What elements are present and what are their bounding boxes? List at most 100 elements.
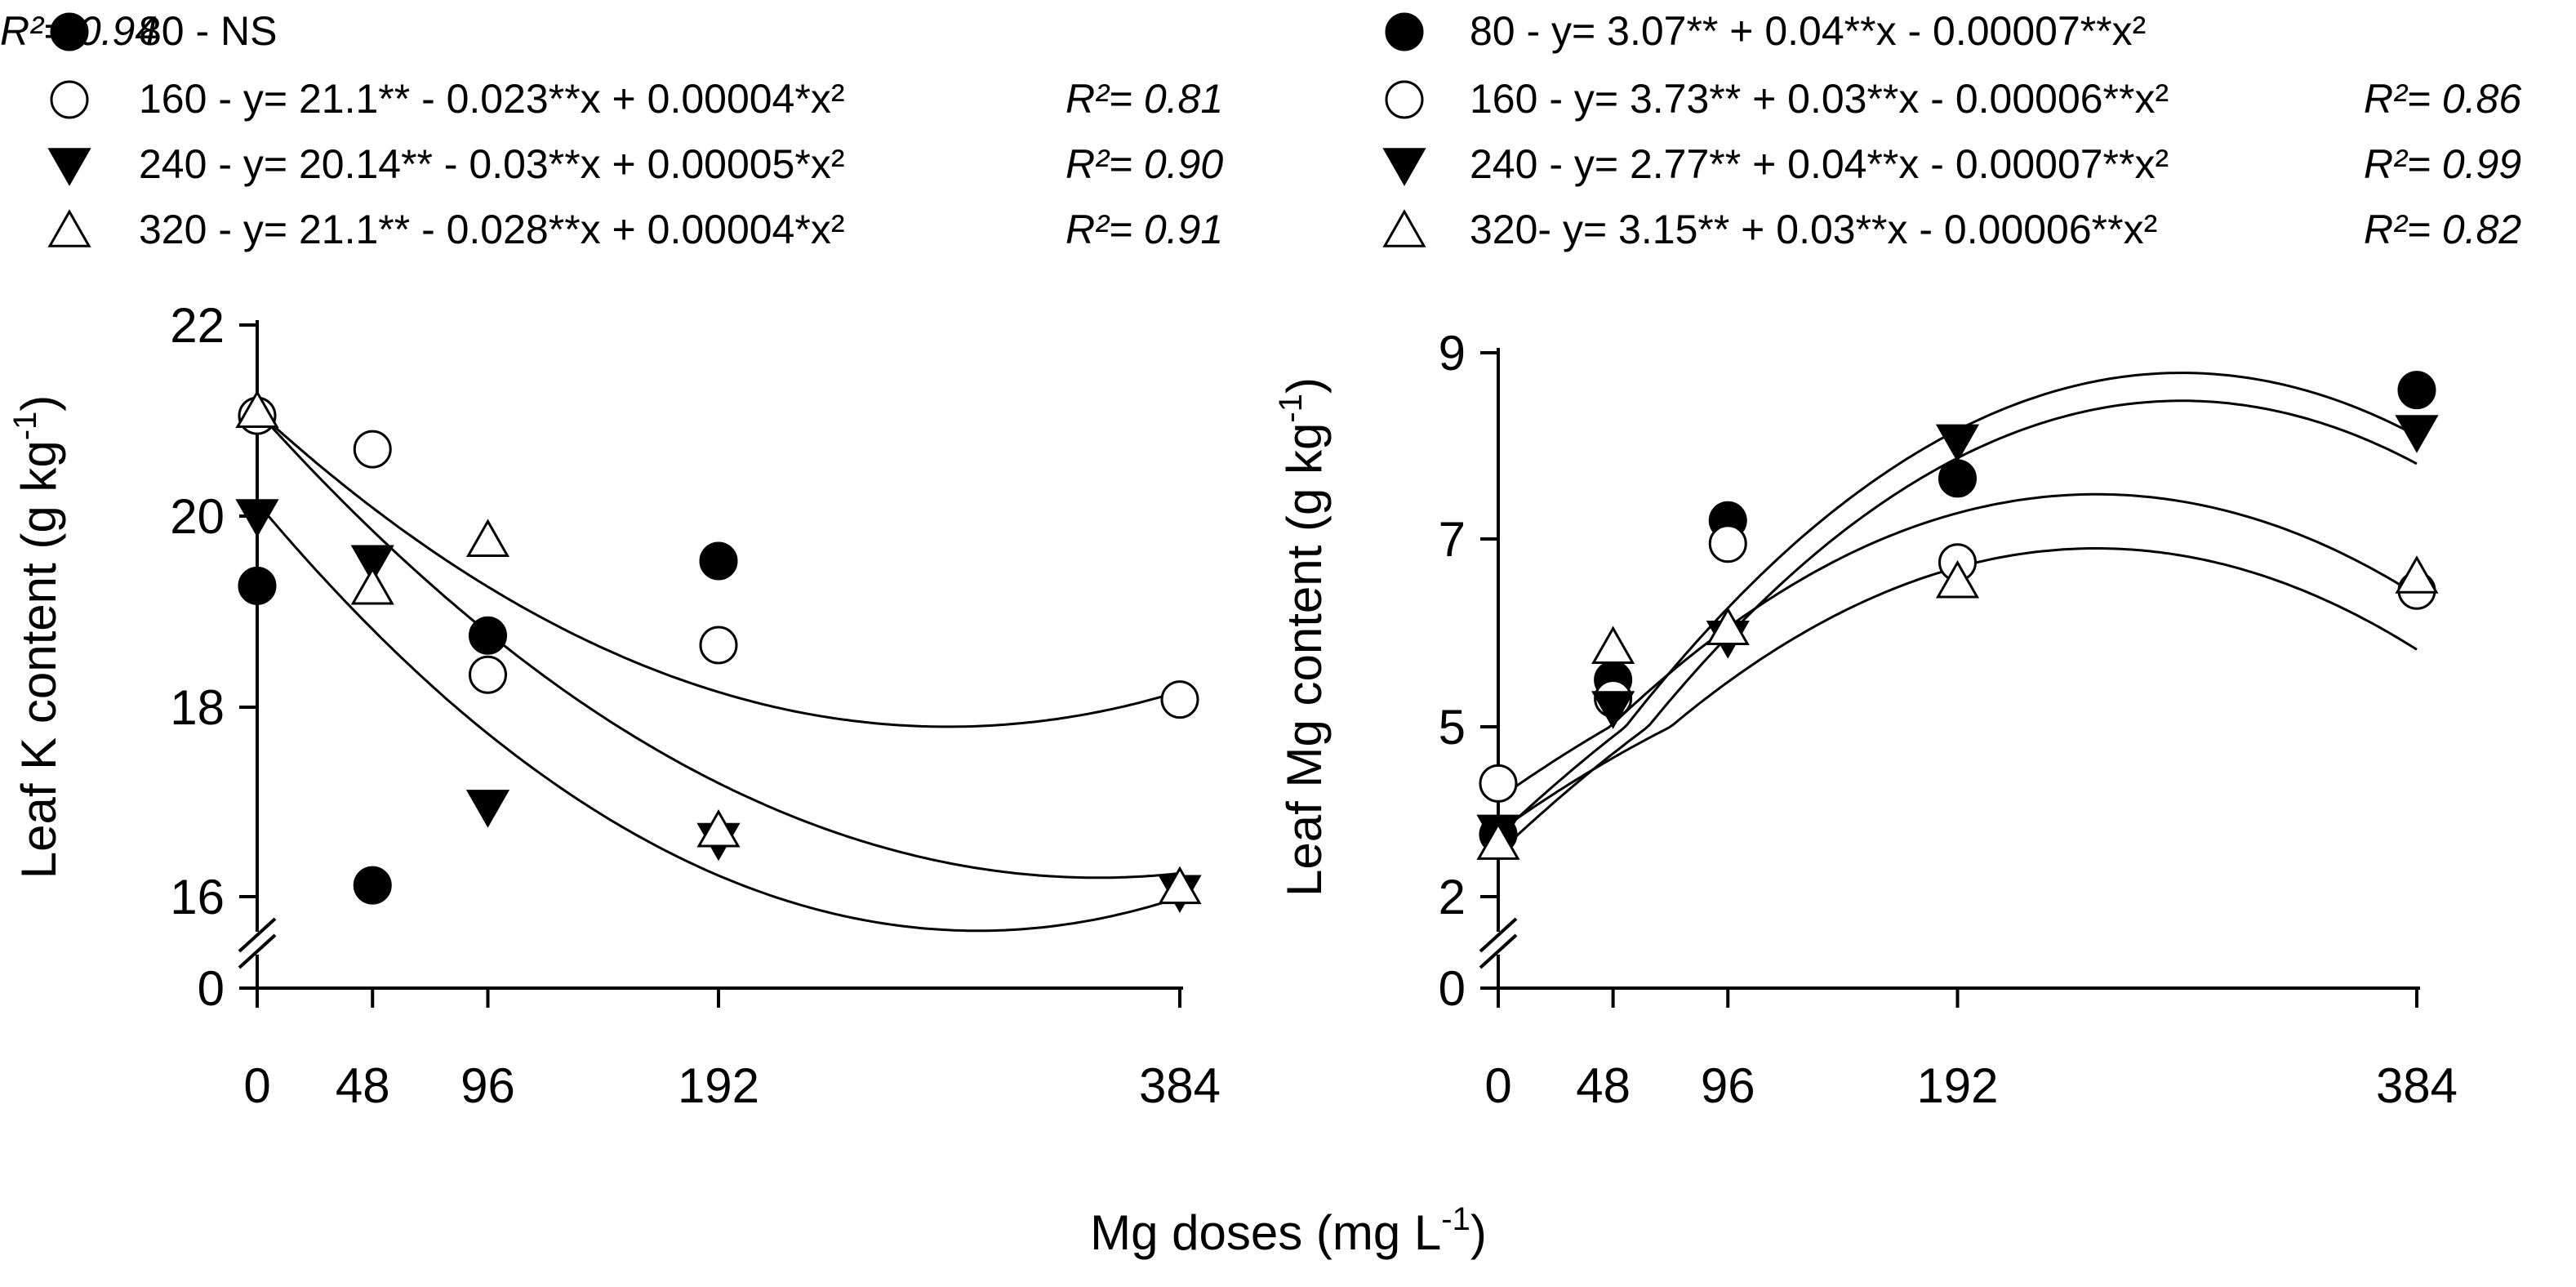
legend-marker-160 (1385, 80, 1424, 119)
y-axis-title-main: Leaf K content (g kg (11, 440, 66, 879)
legend-entry-80: 80 - NS (50, 8, 278, 54)
axis-break-mark (1479, 917, 1518, 953)
axis-break-mark (238, 933, 277, 969)
x-tick-label: 48 (1576, 1058, 1631, 1113)
data-point-160 (1708, 524, 1747, 563)
fit-curve-320 (256, 410, 1181, 880)
left-panel-leaf-k: 80 - NS 160 - y= 21.1** - 0.023**x + 0.00… (7, 8, 1223, 1113)
legend-label-320: 320 - y= 21.1** - 0.028**x + 0.00004*x² (139, 207, 844, 252)
x-axis-title: Mg doses (mg L-1) (1090, 1201, 1487, 1260)
legend-r2-320: R²= 0.91 (1066, 207, 1223, 252)
axis-break-mark (238, 917, 277, 953)
legend-r2-160: R²= 0.86 (2364, 76, 2521, 122)
legend-label-80: 80 - y= 3.07** + 0.04**x - 0.00007**x² (1470, 8, 2146, 54)
legend-marker-160 (50, 80, 89, 119)
data-point-240 (1591, 691, 1635, 729)
y-axis-title-main: Leaf Mg content (g kg (1277, 423, 1332, 897)
y-tick-label: 22 (170, 298, 225, 353)
legend-entry-320: 320 - y= 21.1** - 0.028**x + 0.00004*x² R… (47, 207, 1223, 252)
legend-entry-160: 160 - y= 21.1** - 0.023**x + 0.00004*x² R… (50, 76, 1223, 122)
y-tick-label: 20 (170, 489, 225, 544)
legend-marker-240 (47, 148, 91, 186)
data-point-80 (699, 541, 738, 581)
legend-marker-320 (1382, 209, 1426, 247)
data-point-160 (1479, 764, 1518, 803)
legend-entry-240: 240 - y= 20.14** - 0.03**x + 0.00005*x² R… (47, 141, 1223, 187)
x-tick-label: 0 (243, 1058, 270, 1113)
data-point-320 (350, 566, 394, 605)
legend-entry-320: 320- y= 3.15** + 0.03**x - 0.00006**x² R²… (1382, 207, 2521, 252)
data-point-80 (353, 866, 392, 905)
data-point-80 (1938, 459, 1977, 498)
legend-r2-80: R²= 0.94 (0, 8, 158, 54)
axes: 2 5 7 9 00 48 96 192 384 (1439, 326, 2458, 1113)
y-axis-title-end: ) (1277, 377, 1332, 394)
x-tick-label: 384 (1139, 1058, 1221, 1113)
data-point-320 (235, 390, 279, 428)
data-point-320 (1158, 866, 1202, 905)
axis-break-mark (1479, 933, 1518, 969)
data-point-240 (350, 545, 394, 583)
legend-marker-80 (1385, 12, 1424, 51)
y-tick-label: 18 (170, 680, 225, 735)
data-point-320 (2395, 555, 2439, 594)
data-point-320 (696, 808, 741, 848)
y-tick-label: 7 (1439, 512, 1466, 567)
data-point-240 (2395, 415, 2439, 453)
data-point-160 (469, 655, 507, 694)
series-320 (1476, 555, 2439, 860)
data-point-240 (235, 499, 279, 537)
fit-curve-160 (1497, 492, 2418, 800)
y-tick-label: 2 (1439, 870, 1466, 924)
data-point-240 (1935, 424, 1980, 463)
y-tick-label: 16 (170, 870, 225, 924)
x-axis-title-superscript: -1 (1441, 1201, 1470, 1237)
legend-label-160: 160 - y= 3.73** + 0.03**x - 0.00006**x² (1470, 76, 2169, 122)
x-tick-label: 192 (1916, 1058, 1998, 1113)
fit-curve-160 (256, 410, 1181, 728)
data-point-320 (1591, 626, 1635, 664)
y-tick-label: 9 (1439, 326, 1466, 381)
y-axis-title: Leaf K content (g kg-1) (7, 395, 66, 880)
y-axis-title: Leaf Mg content (g kg-1) (1273, 377, 1332, 897)
y-tick-label: 5 (1439, 700, 1466, 755)
data-point-320 (1476, 822, 1520, 860)
legend-label-240: 240 - y= 2.77** + 0.04**x - 0.00007**x² (1470, 141, 2169, 187)
data-point-160 (699, 626, 738, 665)
legend-label-160: 160 - y= 21.1** - 0.023**x + 0.00004*x² (139, 76, 844, 122)
legend-r2-160: R²= 0.81 (1066, 76, 1223, 122)
series-320 (235, 390, 1202, 905)
legend-entry-160: 160 - y= 3.73** + 0.03**x - 0.00006**x² R… (1385, 76, 2521, 122)
data-point-240 (465, 790, 510, 828)
fit-curve-240 (256, 501, 1181, 933)
x-tick-label: 96 (460, 1058, 515, 1113)
x-tick-label: 0 (1484, 1058, 1511, 1113)
data-point-80 (469, 616, 507, 655)
y-axis-title-superscript: -1 (7, 412, 43, 441)
x-tick-label: 48 (336, 1058, 390, 1113)
legend-r2-240: R²= 0.99 (2364, 141, 2521, 187)
x-axis-title-end: ) (1470, 1205, 1487, 1260)
legend-entry-240: 240 - y= 2.77** + 0.04**x - 0.00007**x² R… (1382, 141, 2521, 187)
data-point-160 (353, 430, 392, 469)
series-80 (238, 541, 738, 905)
legend-label-320: 320- y= 3.15** + 0.03**x - 0.00006**x² (1470, 207, 2157, 252)
legend-marker-320 (47, 209, 91, 247)
data-point-320 (1706, 607, 1750, 645)
y-tick-label-zero: 0 (1439, 961, 1466, 1016)
legend-r2-240: R²= 0.90 (1066, 141, 1223, 187)
legend-label-240: 240 - y= 20.14** - 0.03**x + 0.00005*x² (139, 141, 844, 187)
x-tick-label: 96 (1701, 1058, 1755, 1113)
y-axis-title-superscript: -1 (1273, 394, 1309, 423)
x-tick-label: 384 (2376, 1058, 2458, 1113)
right-panel-leaf-mg: 80 - y= 3.07** + 0.04**x - 0.00007**x² R²… (0, 8, 2521, 1113)
y-axis-title-end: ) (11, 395, 66, 412)
legend-r2-320: R²= 0.82 (2364, 207, 2521, 252)
data-point-320 (465, 519, 510, 557)
x-tick-label: 192 (678, 1058, 759, 1113)
axes: 16 18 20 22 00 48 96 192 384 (170, 298, 1221, 1113)
legend-label-80: 80 - NS (139, 8, 278, 54)
data-point-80 (2397, 371, 2436, 410)
x-axis-title-main: Mg doses (mg L (1090, 1205, 1441, 1260)
